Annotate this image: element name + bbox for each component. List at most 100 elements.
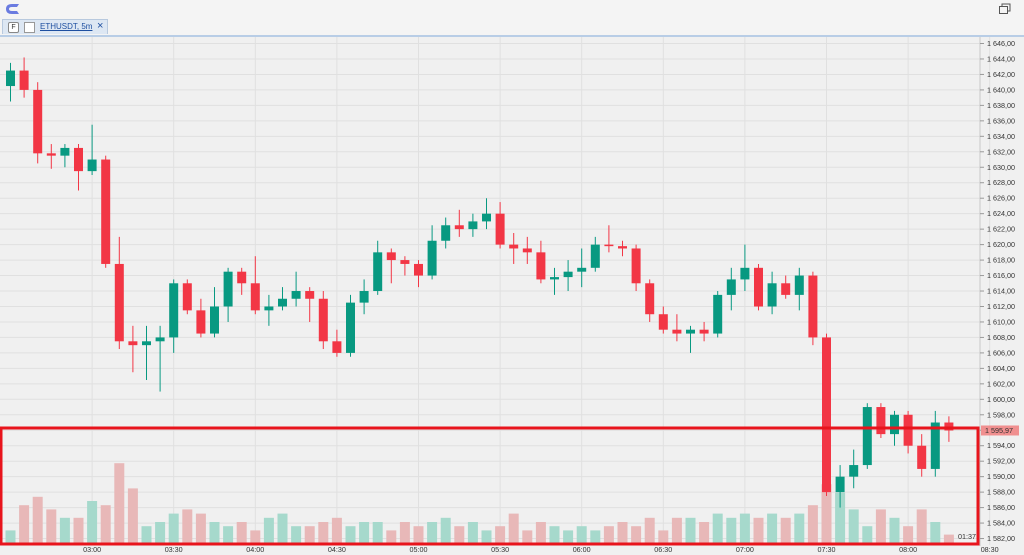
candle-body bbox=[822, 337, 831, 493]
candle-body bbox=[196, 310, 206, 334]
last-price-value: 1 595,97 bbox=[985, 426, 1013, 435]
candle-body bbox=[6, 70, 15, 87]
volume-bar bbox=[440, 517, 451, 543]
candle-body bbox=[468, 221, 478, 230]
volume-bar bbox=[59, 517, 70, 543]
volume-bar bbox=[821, 484, 832, 543]
candle-body bbox=[794, 275, 804, 295]
candle-body bbox=[509, 244, 519, 249]
candle-body bbox=[740, 267, 750, 280]
candle-body bbox=[223, 271, 233, 307]
volume-bar bbox=[209, 522, 220, 543]
restore-window-icon[interactable] bbox=[998, 3, 1012, 15]
tab-label[interactable]: ETHUSDT, 5m bbox=[40, 22, 93, 31]
price-tick-label: 1 620,00 bbox=[987, 240, 1015, 249]
candle-body bbox=[414, 263, 423, 276]
candle-body bbox=[155, 337, 165, 342]
tab-ethusdt[interactable]: F ETHUSDT, 5m × bbox=[2, 19, 108, 34]
price-tick-label: 1 640,00 bbox=[987, 85, 1015, 94]
candle-body bbox=[210, 306, 219, 334]
price-tick-label: 1 642,00 bbox=[987, 70, 1015, 79]
price-tick-label: 1 592,00 bbox=[987, 457, 1015, 466]
volume-bar bbox=[930, 522, 941, 543]
volume-bar bbox=[46, 509, 57, 543]
volume-bar bbox=[19, 505, 30, 543]
price-tick-label: 1 610,00 bbox=[987, 317, 1015, 326]
candle-body bbox=[604, 244, 614, 247]
price-tick-label: 1 636,00 bbox=[987, 116, 1015, 125]
volume-bar bbox=[644, 517, 655, 543]
volume-bar bbox=[182, 509, 193, 543]
candle-body bbox=[699, 329, 709, 334]
candle-body bbox=[713, 294, 723, 334]
volume-bar bbox=[699, 522, 710, 543]
volume-bar bbox=[658, 530, 669, 543]
price-tick-label: 1 582,00 bbox=[987, 534, 1015, 543]
volume-bar bbox=[168, 513, 179, 543]
candle-body bbox=[454, 225, 464, 230]
price-tick-label: 1 586,00 bbox=[987, 503, 1015, 512]
candle-body bbox=[19, 70, 29, 90]
time-tick-label: 05:30 bbox=[491, 545, 509, 554]
volume-bar bbox=[495, 526, 506, 543]
volume-bar bbox=[195, 513, 206, 543]
candle-body bbox=[427, 240, 437, 276]
time-tick-label: 04:00 bbox=[246, 545, 264, 554]
candles bbox=[6, 57, 954, 508]
candle-body bbox=[754, 267, 763, 307]
candle-countdown: 01:37 bbox=[958, 532, 976, 541]
candle-body bbox=[33, 89, 43, 154]
volume-bar bbox=[291, 526, 302, 543]
candle-body bbox=[101, 159, 111, 264]
candle-body bbox=[142, 341, 151, 346]
volume-bar bbox=[535, 522, 546, 543]
volume-bar bbox=[767, 513, 778, 543]
volume-bar bbox=[631, 526, 642, 543]
volume-bar bbox=[359, 522, 370, 543]
volume-bar bbox=[916, 509, 927, 543]
grid bbox=[0, 35, 991, 545]
time-tick-label: 05:00 bbox=[410, 545, 428, 554]
volume-bar bbox=[331, 517, 342, 543]
checkbox-icon[interactable] bbox=[24, 22, 35, 33]
volume-bar bbox=[236, 522, 247, 543]
candle-body bbox=[726, 279, 736, 295]
candle-body bbox=[87, 159, 97, 172]
close-tab-icon[interactable]: × bbox=[97, 20, 104, 32]
candle-body bbox=[250, 283, 260, 311]
candle-body bbox=[536, 252, 546, 280]
volume-bar bbox=[155, 522, 166, 543]
price-tick-label: 1 606,00 bbox=[987, 348, 1015, 357]
candle-body bbox=[522, 248, 532, 253]
volume-bar bbox=[481, 530, 492, 543]
price-tick-label: 1 624,00 bbox=[987, 209, 1015, 218]
price-tick-label: 1 626,00 bbox=[987, 194, 1015, 203]
price-axis: 1 646,00 1 644,00 1 642,00 1 640,00 1 638,00… bbox=[980, 39, 1015, 543]
volume-bar bbox=[671, 517, 682, 543]
price-tick-label: 1 602,00 bbox=[987, 379, 1015, 388]
candle-body bbox=[563, 271, 573, 278]
candle-body bbox=[686, 329, 695, 334]
candle-body bbox=[305, 291, 315, 299]
candle-body bbox=[862, 407, 872, 466]
candle-body bbox=[332, 341, 342, 353]
volume-bar bbox=[263, 517, 274, 543]
candle-body bbox=[590, 244, 600, 268]
volume-bar bbox=[603, 526, 614, 543]
volume-bar bbox=[5, 530, 16, 543]
candle-body bbox=[346, 302, 355, 353]
time-tick-label: 07:30 bbox=[818, 545, 836, 554]
price-tick-label: 1 608,00 bbox=[987, 333, 1015, 342]
candle-body bbox=[781, 283, 791, 295]
volume-bar bbox=[127, 488, 138, 543]
volume-bar bbox=[508, 513, 519, 543]
price-tick-label: 1 584,00 bbox=[987, 519, 1015, 528]
candle-body bbox=[60, 147, 70, 156]
volume-bar bbox=[617, 522, 628, 543]
volume-bar bbox=[454, 526, 465, 543]
time-tick-label: 03:30 bbox=[165, 545, 183, 554]
price-tick-label: 1 644,00 bbox=[987, 54, 1015, 63]
